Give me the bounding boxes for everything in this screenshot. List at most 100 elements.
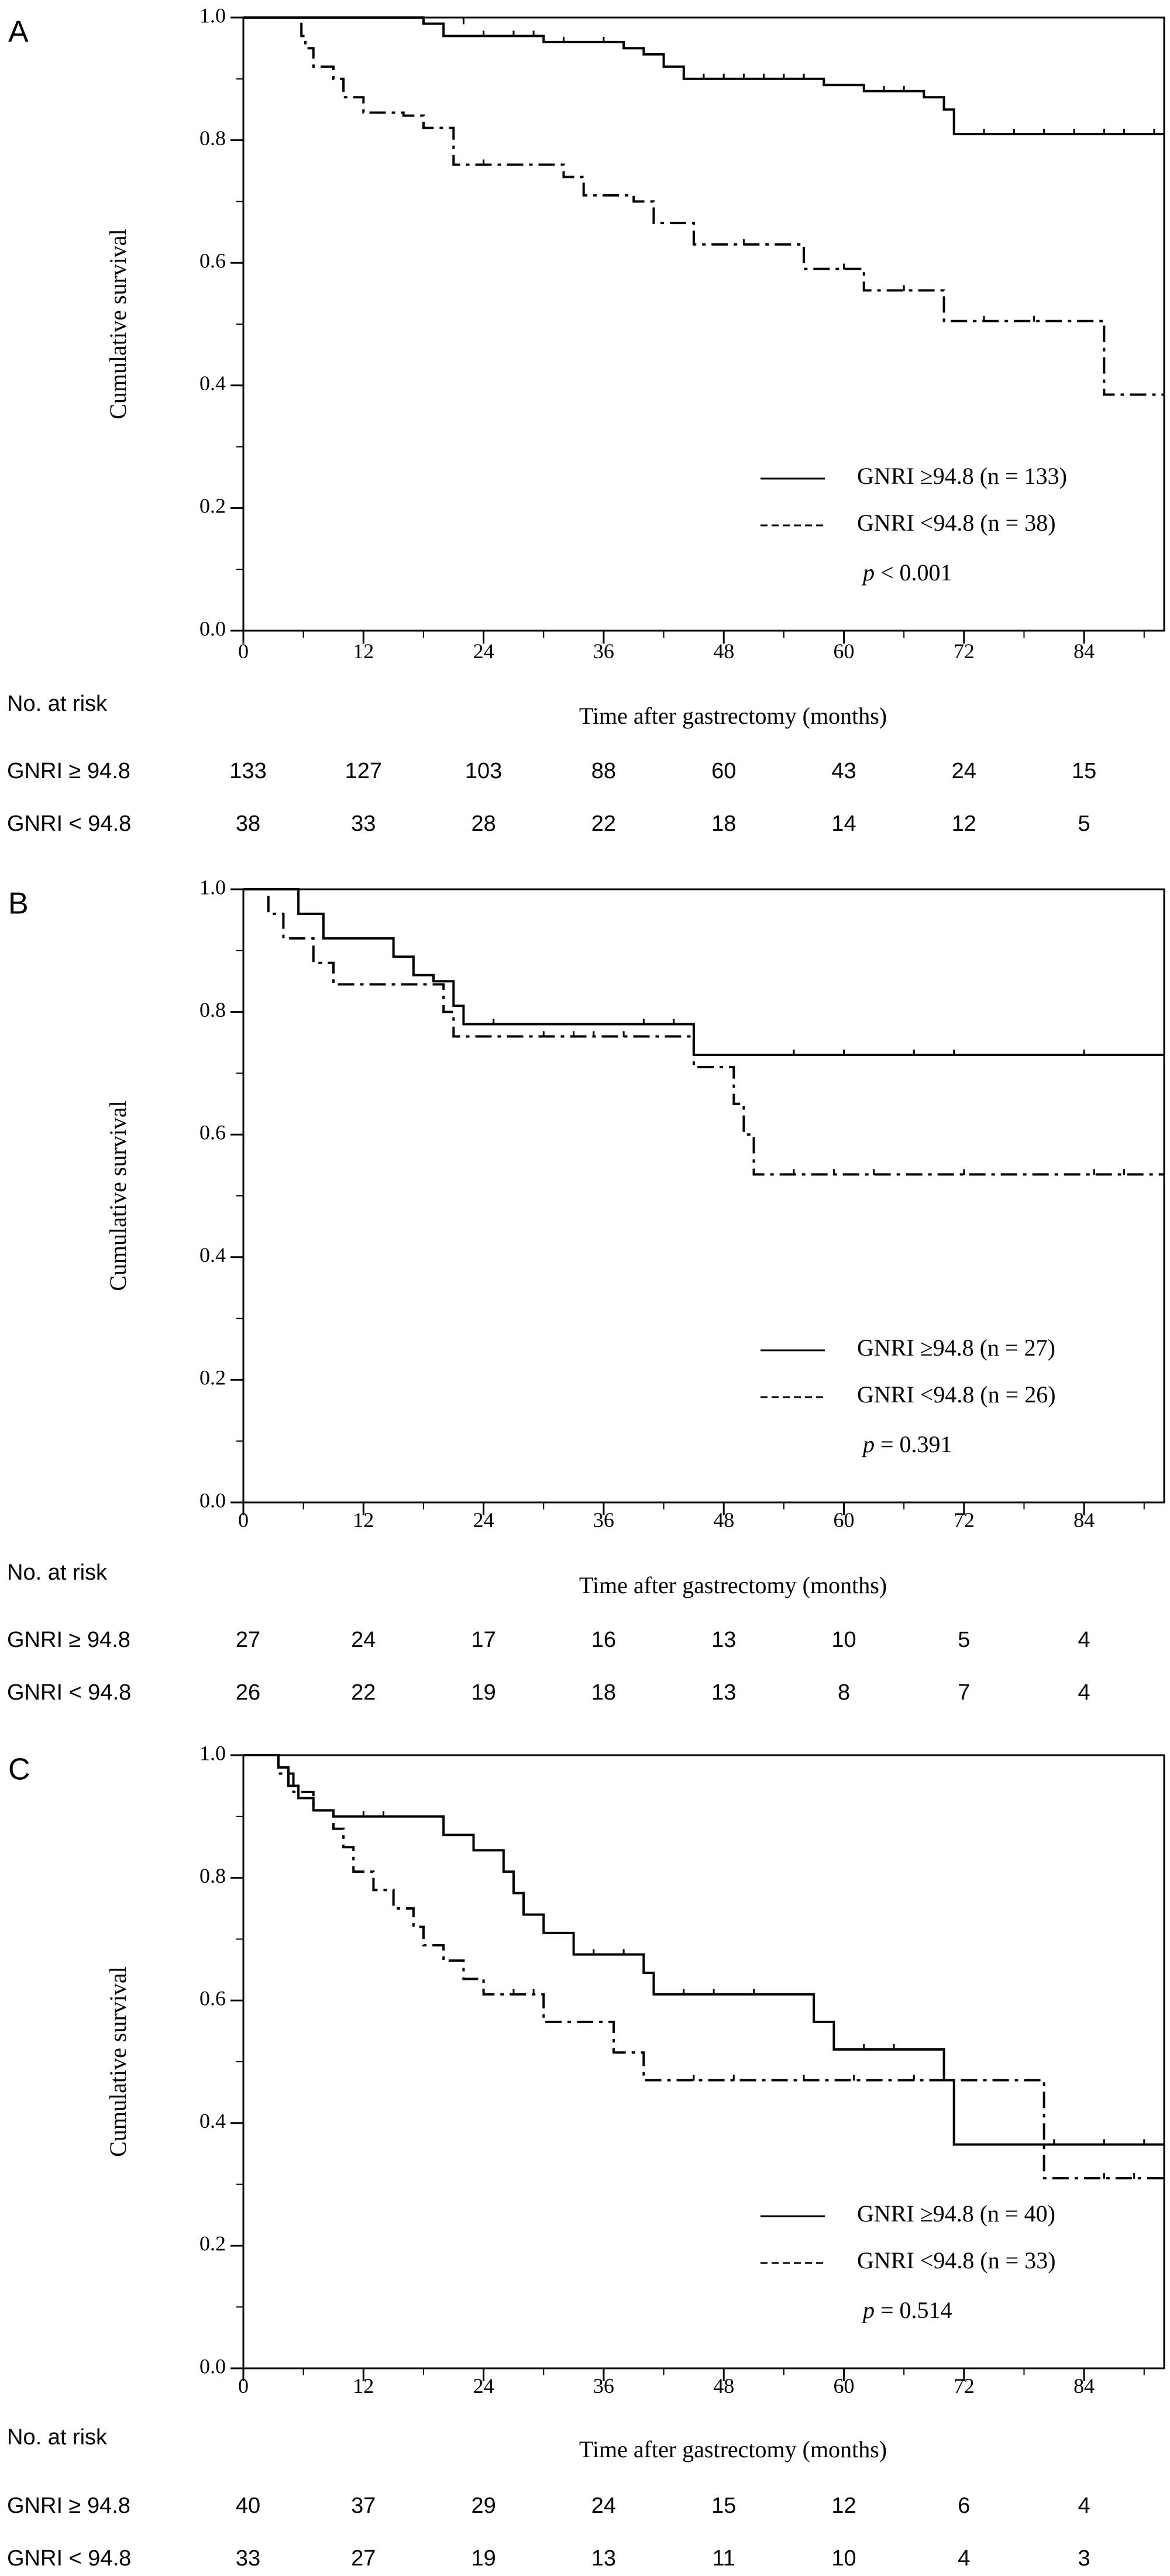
x-tick-label: 0: [238, 639, 249, 663]
risk-count: 33: [351, 811, 376, 836]
y-axis-label: Cumulative survival: [105, 1966, 131, 2157]
p-value: p = 0.514: [861, 2297, 952, 2323]
risk-count: 22: [591, 811, 616, 836]
risk-count: 24: [591, 2494, 616, 2518]
y-tick-label: 0.8: [199, 998, 226, 1022]
risk-count: 133: [229, 759, 266, 783]
risk-count: 14: [831, 811, 856, 836]
risk-count: 22: [351, 1680, 376, 1705]
x-tick-label: 60: [834, 2374, 855, 2398]
x-tick-label: 36: [593, 639, 614, 663]
series-line-gnri-high: [243, 888, 1164, 1056]
risk-count: 19: [471, 1680, 495, 1705]
y-tick-label: 0.0: [199, 1488, 226, 1512]
risk-count: 17: [471, 1628, 495, 1652]
risk-count: 24: [952, 759, 976, 783]
panel-letter: C: [8, 1753, 30, 1787]
risk-count: 4: [1078, 2494, 1090, 2518]
risk-count: 19: [471, 2546, 495, 2571]
risk-count: 27: [236, 1628, 260, 1652]
risk-count: 27: [351, 2546, 376, 2571]
risk-count: 13: [591, 2546, 616, 2571]
risk-count: 15: [1072, 759, 1096, 783]
x-tick-label: 72: [954, 1508, 975, 1532]
legend-label: GNRI ≥94.8 (n = 27): [857, 1335, 1055, 1361]
legend-label: GNRI <94.8 (n = 38): [857, 510, 1056, 536]
risk-table-title: No. at risk: [7, 1560, 108, 1585]
x-tick-label: 12: [353, 2374, 374, 2398]
risk-count: 3: [1078, 2546, 1090, 2571]
y-tick-label: 0.6: [199, 1986, 226, 2010]
risk-row-label: GNRI < 94.8: [7, 811, 131, 836]
risk-table-title: No. at risk: [7, 2425, 108, 2450]
x-tick-label: 84: [1073, 639, 1095, 663]
risk-count: 11: [712, 2546, 735, 2571]
y-tick-label: 0.4: [199, 372, 226, 395]
risk-count: 28: [471, 811, 495, 836]
y-tick-label: 0.8: [199, 126, 226, 150]
risk-count: 13: [711, 1680, 736, 1705]
legend-label: GNRI ≥94.8 (n = 40): [857, 2200, 1055, 2227]
x-tick-label: 24: [473, 639, 494, 663]
legend-label: GNRI <94.8 (n = 33): [857, 2247, 1056, 2274]
x-tick-label: 84: [1073, 1508, 1095, 1532]
x-tick-label: 0: [238, 1508, 249, 1532]
risk-count: 8: [838, 1680, 850, 1705]
risk-count: 10: [831, 1628, 856, 1652]
y-tick-label: 0.6: [199, 249, 226, 272]
risk-count: 88: [591, 759, 616, 783]
y-tick-label: 0.2: [199, 2232, 226, 2255]
y-axis-label: Cumulative survival: [105, 1100, 131, 1291]
x-tick-label: 84: [1073, 2374, 1095, 2398]
x-tick-label: 36: [593, 1508, 614, 1532]
y-tick-label: 1.0: [199, 4, 226, 27]
risk-count: 4: [958, 2546, 970, 2571]
risk-count: 12: [831, 2494, 856, 2518]
risk-count: 26: [236, 1680, 260, 1705]
risk-table-title: No. at risk: [7, 692, 108, 716]
y-tick-label: 1.0: [199, 875, 226, 899]
x-axis-label: Time after gastrectomy (months): [579, 2436, 887, 2462]
x-tick-label: 48: [713, 1508, 734, 1532]
risk-count: 18: [711, 811, 736, 836]
x-tick-label: 24: [473, 1508, 494, 1532]
x-tick-label: 72: [954, 639, 975, 663]
risk-row-label: GNRI ≥ 94.8: [7, 1628, 130, 1652]
x-axis-label: Time after gastrectomy (months): [579, 1572, 887, 1598]
risk-count: 6: [958, 2494, 970, 2518]
risk-count: 12: [952, 811, 976, 836]
risk-count: 38: [236, 811, 260, 836]
risk-count: 16: [591, 1628, 616, 1652]
y-tick-label: 0.4: [199, 1243, 226, 1267]
risk-count: 37: [351, 2494, 376, 2518]
risk-count: 15: [711, 2494, 736, 2518]
x-tick-label: 24: [473, 2374, 494, 2398]
x-tick-label: 60: [834, 1508, 855, 1532]
panel-letter: A: [8, 15, 29, 49]
risk-count: 40: [236, 2494, 260, 2518]
legend-label: GNRI ≥94.8 (n = 133): [857, 463, 1067, 489]
series-line-gnri-high: [243, 1754, 1164, 2146]
risk-count: 13: [711, 1628, 736, 1652]
y-tick-label: 0.6: [199, 1120, 226, 1144]
series-line-gnri-low: [243, 16, 1164, 396]
y-tick-label: 0.4: [199, 2109, 226, 2133]
x-tick-label: 36: [593, 2374, 614, 2398]
risk-count: 103: [465, 759, 502, 783]
risk-row-label: GNRI < 94.8: [7, 2546, 131, 2571]
x-tick-label: 48: [713, 639, 734, 663]
risk-count: 18: [591, 1680, 616, 1705]
series-line-gnri-low: [243, 888, 1164, 1176]
risk-count: 29: [471, 2494, 495, 2518]
x-tick-label: 48: [713, 2374, 734, 2398]
p-value: p = 0.391: [861, 1431, 952, 1457]
risk-row-label: GNRI < 94.8: [7, 1680, 131, 1705]
x-tick-label: 0: [238, 2374, 249, 2398]
risk-count: 24: [351, 1628, 376, 1652]
series-line-gnri-high: [243, 16, 1164, 136]
legend-label: GNRI <94.8 (n = 26): [857, 1381, 1056, 1408]
series-line-gnri-low: [243, 1754, 1164, 2180]
